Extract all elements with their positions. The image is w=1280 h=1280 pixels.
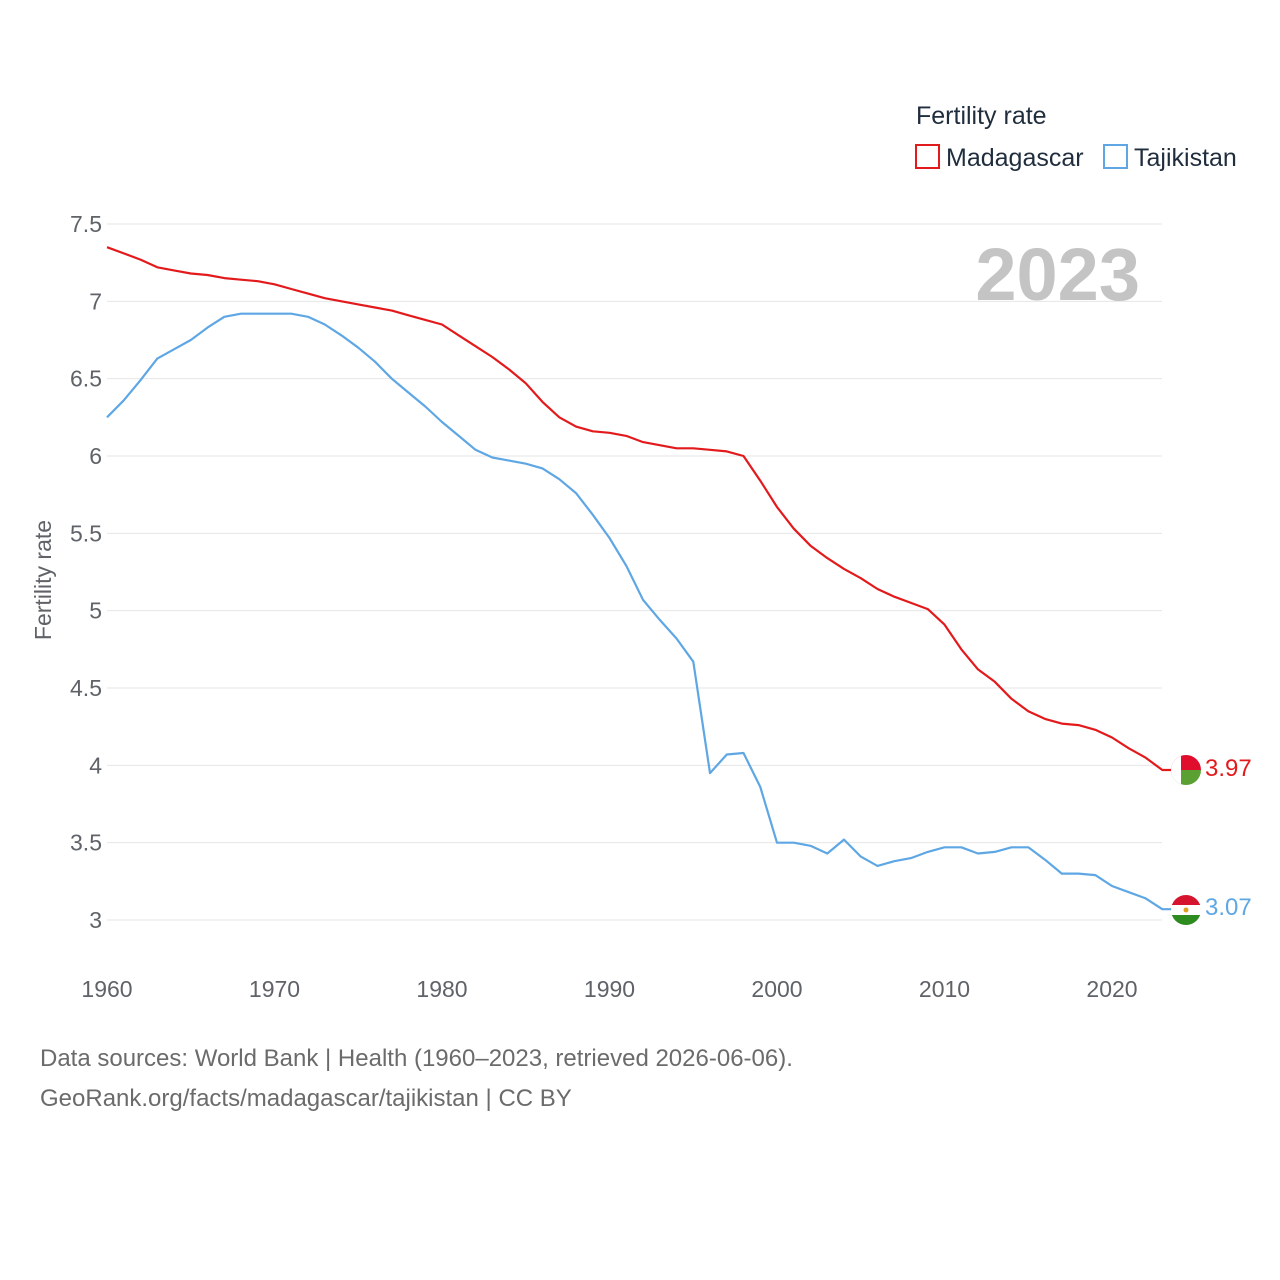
x-tick-label: 2000 bbox=[751, 976, 802, 1002]
madagascar-end-value: 3.97 bbox=[1205, 755, 1252, 782]
legend-label-madagascar: Madagascar bbox=[946, 144, 1084, 172]
tajikistan-end-value: 3.07 bbox=[1205, 894, 1252, 921]
legend-swatch-tajikistan bbox=[1103, 144, 1128, 169]
y-tick-label: 3 bbox=[89, 907, 102, 933]
madagascar-flag-icon bbox=[1171, 755, 1201, 785]
x-tick-label: 1970 bbox=[249, 976, 300, 1002]
year-watermark: 2023 bbox=[975, 233, 1140, 316]
legend-title: Fertility rate bbox=[916, 102, 1047, 130]
series-lines bbox=[106, 246, 1173, 911]
x-tick-label: 1960 bbox=[81, 976, 132, 1002]
legend-swatch-madagascar bbox=[915, 144, 940, 169]
x-tick-label: 2010 bbox=[919, 976, 970, 1002]
y-tick-label: 5 bbox=[89, 598, 102, 624]
series-line-tajikistan bbox=[106, 312, 1173, 911]
series-line-madagascar bbox=[106, 246, 1173, 772]
legend-label-tajikistan: Tajikistan bbox=[1134, 144, 1237, 172]
footer-attribution: GeoRank.org/facts/madagascar/tajikistan … bbox=[40, 1085, 572, 1112]
y-axis-ticks: 3 3.5 4 4.5 5 5.5 6 6.5 7 7.5 bbox=[70, 211, 102, 933]
y-tick-label: 4.5 bbox=[70, 675, 102, 701]
x-tick-label: 1980 bbox=[416, 976, 467, 1002]
gridlines bbox=[107, 223, 1162, 921]
y-tick-label: 7 bbox=[89, 288, 102, 314]
x-axis-ticks: 1960 1970 1980 1990 2000 2010 2020 bbox=[81, 976, 1137, 1002]
x-tick-label: 2020 bbox=[1086, 976, 1137, 1002]
y-tick-label: 5.5 bbox=[70, 520, 102, 546]
footer-sources: Data sources: World Bank | Health (1960–… bbox=[40, 1045, 793, 1072]
x-tick-label: 1990 bbox=[584, 976, 635, 1002]
y-tick-label: 6.5 bbox=[70, 366, 102, 392]
y-axis-label: Fertility rate bbox=[30, 520, 56, 640]
legend: Fertility rate Madagascar Tajikistan bbox=[915, 102, 1237, 172]
tajikistan-flag-icon bbox=[1171, 895, 1201, 925]
fertility-rate-chart: 3 3.5 4 4.5 5 5.5 6 6.5 7 7.5 1960 1970 1980 1990 200… bbox=[30, 102, 1252, 1002]
y-tick-label: 7.5 bbox=[70, 211, 102, 237]
y-tick-label: 3.5 bbox=[70, 830, 102, 856]
y-tick-label: 6 bbox=[89, 443, 102, 469]
y-tick-label: 4 bbox=[89, 752, 102, 778]
